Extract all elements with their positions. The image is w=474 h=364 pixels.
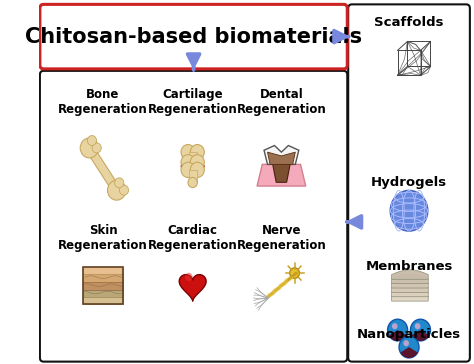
Wedge shape xyxy=(412,330,429,341)
Polygon shape xyxy=(86,145,120,193)
Wedge shape xyxy=(389,330,406,341)
Circle shape xyxy=(181,162,195,177)
Circle shape xyxy=(108,180,126,200)
Text: Cardiac
Regeneration: Cardiac Regeneration xyxy=(148,224,237,252)
Circle shape xyxy=(191,155,204,170)
Circle shape xyxy=(191,145,204,160)
Circle shape xyxy=(115,178,124,188)
Circle shape xyxy=(388,319,408,341)
Circle shape xyxy=(290,268,300,278)
Circle shape xyxy=(119,185,128,195)
Polygon shape xyxy=(267,152,295,165)
FancyBboxPatch shape xyxy=(40,4,347,69)
FancyBboxPatch shape xyxy=(40,71,347,361)
Text: Cartilage
Regeneration: Cartilage Regeneration xyxy=(148,88,237,116)
Text: Bone
Regeneration: Bone Regeneration xyxy=(58,88,148,116)
Polygon shape xyxy=(392,292,428,301)
Circle shape xyxy=(181,155,195,170)
Bar xyxy=(83,282,123,290)
Text: Membranes: Membranes xyxy=(365,260,453,273)
Polygon shape xyxy=(392,278,428,288)
Circle shape xyxy=(80,138,99,158)
Bar xyxy=(83,290,123,297)
Circle shape xyxy=(392,323,398,329)
Circle shape xyxy=(403,340,409,346)
Circle shape xyxy=(410,319,430,341)
Bar xyxy=(83,274,123,282)
Bar xyxy=(83,267,123,274)
Circle shape xyxy=(185,273,192,281)
Polygon shape xyxy=(189,152,197,162)
Polygon shape xyxy=(257,165,306,186)
Circle shape xyxy=(188,177,197,187)
Polygon shape xyxy=(179,274,206,301)
Text: Nanoparticles: Nanoparticles xyxy=(357,328,461,341)
Polygon shape xyxy=(189,170,197,182)
Circle shape xyxy=(87,135,97,146)
FancyBboxPatch shape xyxy=(348,4,470,361)
Polygon shape xyxy=(392,287,428,297)
Circle shape xyxy=(391,190,428,231)
Text: Dental
Regeneration: Dental Regeneration xyxy=(237,88,326,116)
Text: Nerve
Regeneration: Nerve Regeneration xyxy=(237,224,326,252)
Polygon shape xyxy=(392,274,428,284)
Text: Chitosan-based biomaterials: Chitosan-based biomaterials xyxy=(25,27,362,47)
Circle shape xyxy=(191,162,204,177)
Bar xyxy=(83,297,123,304)
Text: Hydrogels: Hydrogels xyxy=(371,176,447,189)
Polygon shape xyxy=(273,165,290,182)
Bar xyxy=(83,267,123,304)
Circle shape xyxy=(415,323,420,329)
Circle shape xyxy=(399,336,419,358)
Circle shape xyxy=(181,145,195,160)
Text: Scaffolds: Scaffolds xyxy=(374,16,444,29)
Polygon shape xyxy=(264,146,299,165)
Polygon shape xyxy=(392,283,428,292)
Wedge shape xyxy=(401,347,418,358)
Circle shape xyxy=(92,143,101,153)
Text: Skin
Regeneration: Skin Regeneration xyxy=(58,224,148,252)
Ellipse shape xyxy=(181,165,204,169)
Polygon shape xyxy=(392,270,428,279)
